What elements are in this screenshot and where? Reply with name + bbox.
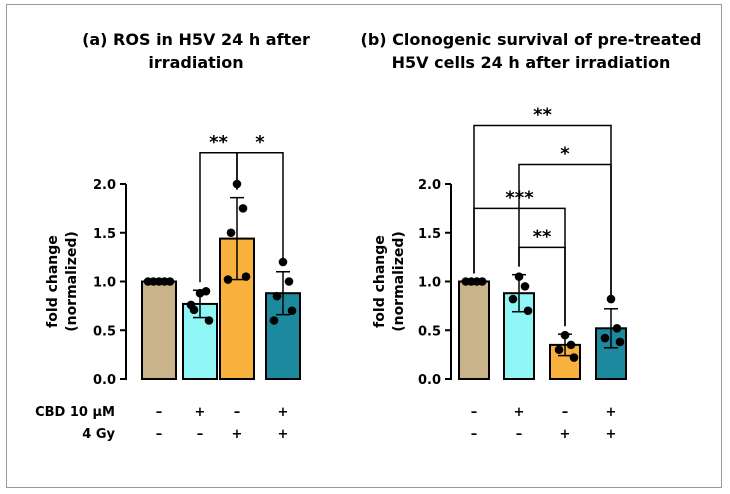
condition-marker: +: [606, 405, 617, 420]
data-point: [508, 294, 518, 304]
data-point: [226, 228, 236, 238]
data-point: [284, 277, 294, 286]
condition-marker: +: [195, 405, 206, 420]
significance-label: **: [533, 226, 552, 247]
significance-label: **: [533, 105, 552, 126]
significance-label: *: [255, 132, 265, 153]
data-point: [241, 272, 251, 281]
condition-marker: –: [156, 405, 163, 420]
data-point: [554, 345, 564, 355]
data-point: [165, 277, 175, 286]
condition-marker: –: [562, 405, 569, 420]
y-tick-label: 1.0: [418, 276, 441, 291]
condition-marker: –: [234, 405, 241, 420]
condition-marker: +: [278, 405, 289, 420]
condition-marker: –: [471, 427, 478, 442]
y-tick-label: 0.5: [93, 324, 116, 339]
y-tick-label: 0.0: [418, 373, 441, 388]
data-point: [201, 286, 211, 296]
data-point: [238, 204, 248, 213]
data-point: [514, 272, 524, 281]
condition-marker: +: [606, 427, 617, 442]
condition-marker: –: [156, 427, 163, 442]
data-point: [186, 300, 196, 310]
significance-bracket: [236, 152, 284, 264]
y-tick-label: 0.5: [418, 324, 441, 339]
data-point: [612, 324, 622, 333]
data-point: [600, 333, 610, 343]
y-axis-label-line: fold change: [372, 235, 388, 328]
significance-bracket: [473, 124, 612, 301]
y-tick-label: 0.0: [93, 373, 116, 388]
chart-title-line: H5V cells 24 h after irradiation: [392, 53, 671, 72]
y-tick-label: 2.0: [93, 178, 116, 193]
condition-row-label: CBD 10 µM: [35, 405, 115, 420]
data-point: [223, 275, 233, 284]
y-axis-label-line: (normalized): [64, 231, 80, 332]
condition-marker: +: [514, 405, 525, 420]
y-axis-label-line: (normalized): [391, 231, 407, 332]
y-axis-label-line: fold change: [45, 235, 61, 328]
chart-title-line: (a) ROS in H5V 24 h after: [82, 30, 310, 49]
condition-row-label: 4 Gy: [82, 427, 115, 442]
condition-marker: +: [278, 427, 289, 442]
significance-label: **: [209, 132, 228, 153]
significance-label: *: [560, 144, 570, 165]
data-point: [269, 316, 279, 325]
y-tick-label: 2.0: [418, 178, 441, 193]
data-point: [560, 330, 570, 340]
significance-bracket: [518, 246, 566, 327]
data-point: [566, 340, 576, 350]
condition-marker: +: [560, 427, 571, 442]
condition-marker: –: [197, 427, 204, 442]
condition-marker: –: [516, 427, 523, 442]
bar: [141, 280, 177, 380]
bar: [458, 280, 490, 380]
data-point: [520, 282, 530, 291]
data-point: [569, 353, 579, 362]
significance-bracket: [518, 163, 612, 301]
condition-marker: –: [471, 405, 478, 420]
y-tick-label: 1.5: [418, 227, 441, 242]
chart-title-line: (b) Clonogenic survival of pre-treated: [361, 30, 702, 49]
chart-title-line: irradiation: [148, 53, 243, 72]
data-point: [204, 316, 214, 325]
data-point: [523, 306, 533, 316]
data-point: [287, 306, 297, 316]
data-point: [272, 291, 282, 301]
condition-marker: +: [232, 427, 243, 442]
y-tick-label: 1.5: [93, 227, 116, 242]
y-tick-label: 1.0: [93, 276, 116, 291]
data-point: [615, 337, 625, 347]
data-point: [477, 277, 487, 286]
significance-label: ***: [505, 187, 534, 208]
